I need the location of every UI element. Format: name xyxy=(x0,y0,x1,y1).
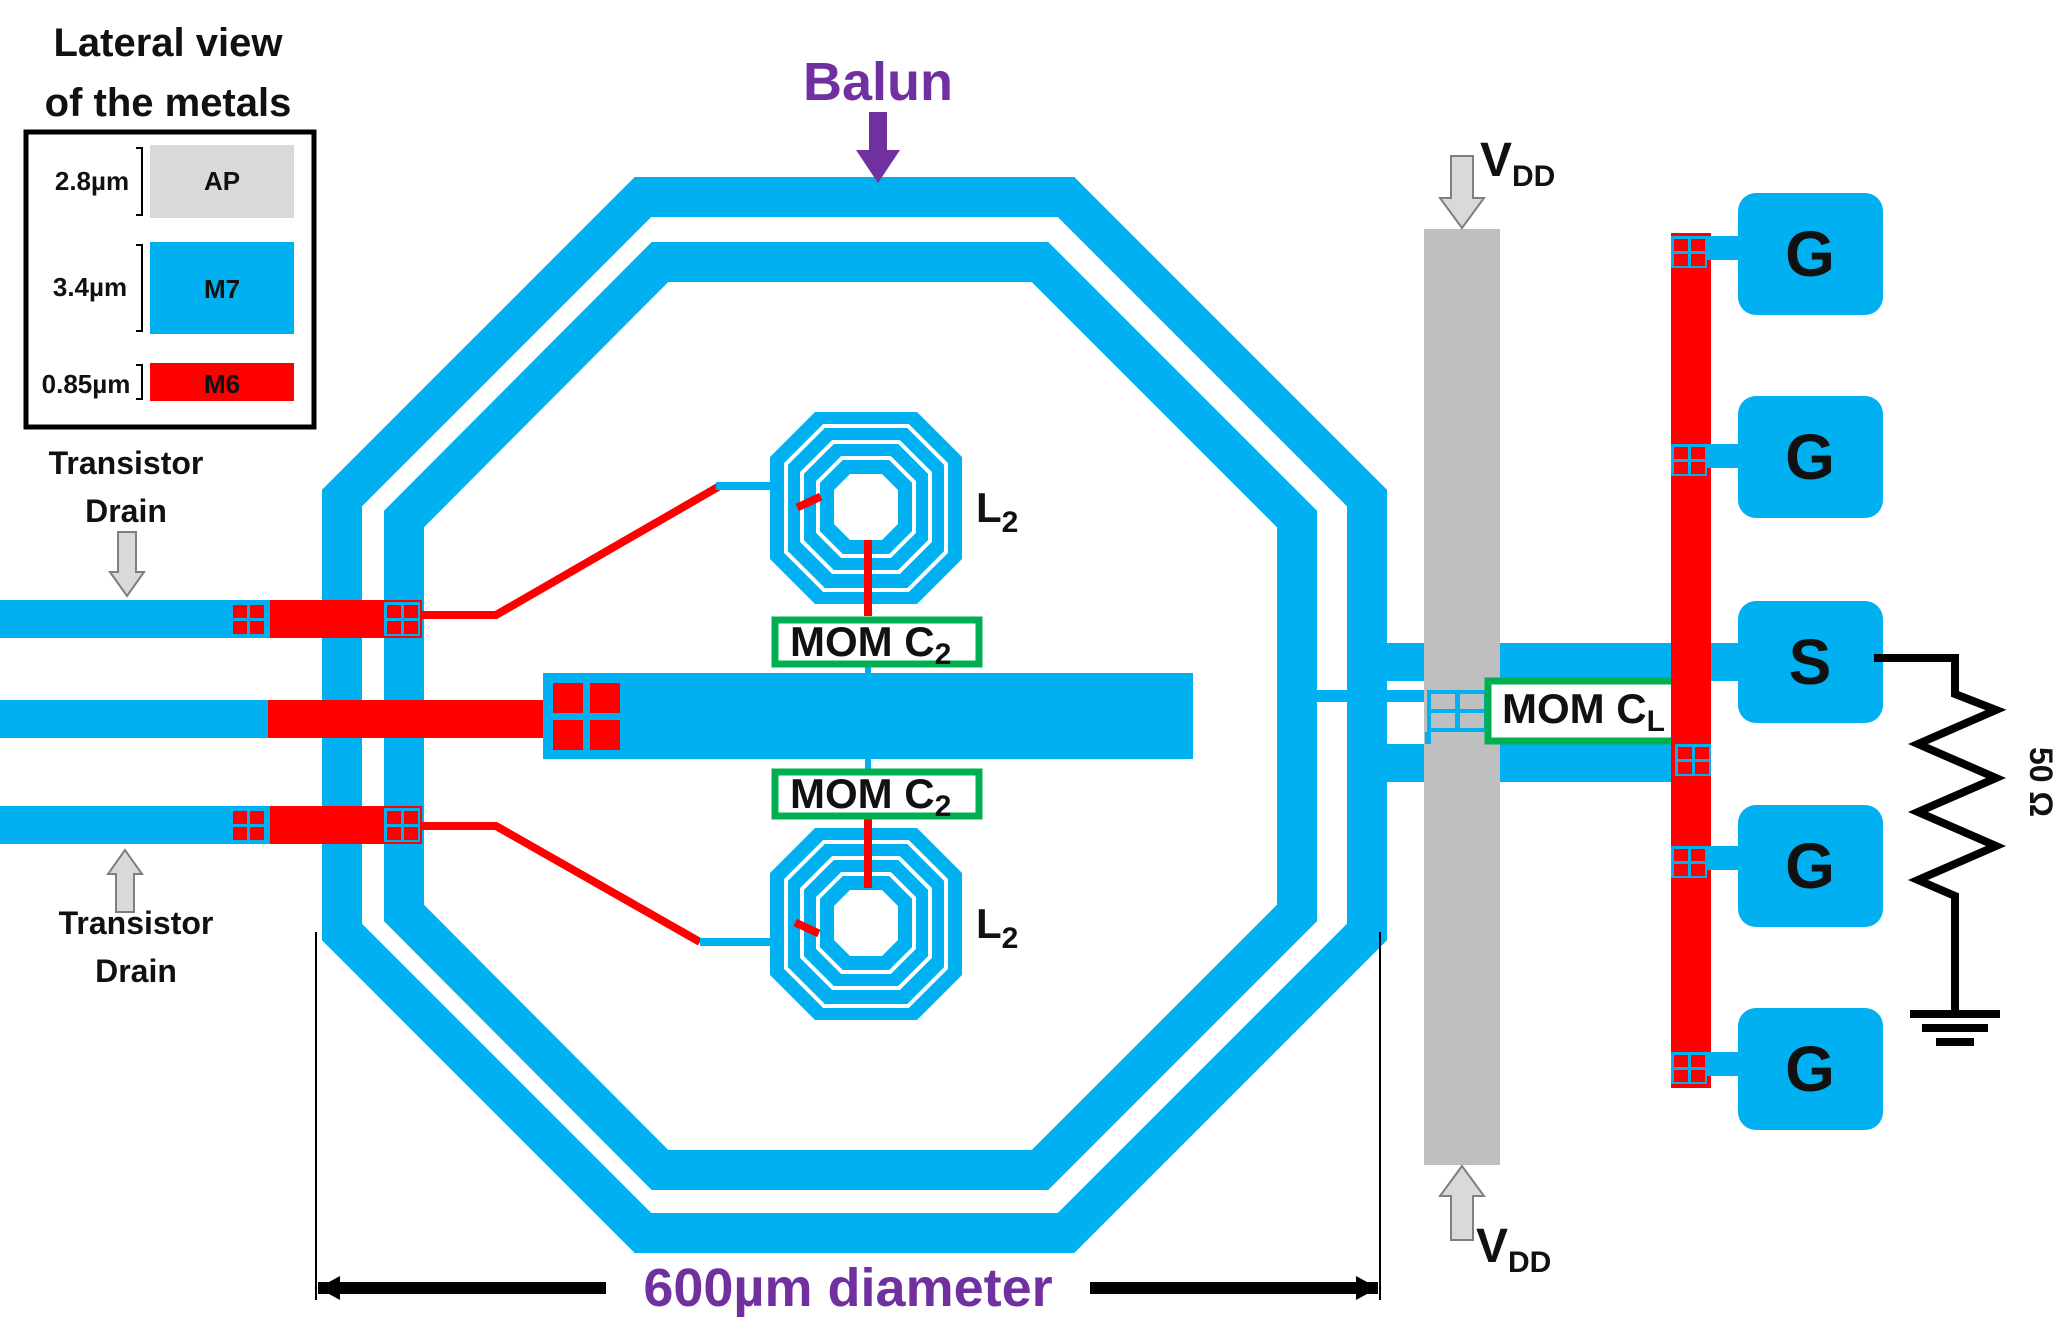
legend-title-line1: Lateral view xyxy=(53,21,283,65)
trace-bottom xyxy=(420,822,702,946)
inductor-bottom xyxy=(770,812,962,1020)
transistor-top-line1: Transistor xyxy=(49,445,204,481)
ground-rail-m6 xyxy=(1671,233,1711,1088)
trace-top xyxy=(420,483,720,619)
transistor-bottom-line1: Transistor xyxy=(59,905,214,941)
legend-title-line2: of the metals xyxy=(45,81,292,125)
inductor-top xyxy=(770,412,962,616)
via-bottom-inner xyxy=(384,808,420,842)
via-bottom-left xyxy=(230,808,266,842)
diameter-dimension: 600µm diameter xyxy=(315,932,1381,1318)
legend-m6-swatch xyxy=(150,363,294,401)
drain-line-bottom xyxy=(0,806,272,844)
pad-g2-label: G xyxy=(1785,421,1835,493)
transistor-bottom-line2: Drain xyxy=(95,953,177,989)
drain-line-top xyxy=(0,600,272,638)
inductor-top-label: L2 xyxy=(976,484,1018,539)
legend-ap-thickness: 2.8µm xyxy=(55,166,129,196)
inductor-bottom-label: L2 xyxy=(976,900,1018,955)
pad-g3-label: G xyxy=(1785,830,1835,902)
down-arrow-icon xyxy=(1438,155,1486,230)
pad-g1: G xyxy=(1738,193,1883,315)
vdd-bottom: VDD xyxy=(1438,1164,1551,1279)
balun-arrow xyxy=(856,112,900,183)
up-arrow-icon xyxy=(1438,1164,1486,1241)
cap-c2-bottom: MOM C2 xyxy=(771,768,983,823)
pad-g4-label: G xyxy=(1785,1033,1835,1105)
balun-inner-ring xyxy=(384,242,1317,1190)
up-arrow-icon xyxy=(106,848,144,913)
legend-m7-thickness: 3.4µm xyxy=(53,272,127,302)
legend-ap-swatch xyxy=(150,145,294,218)
via-top-left xyxy=(230,602,266,636)
pad-g4: G xyxy=(1738,1008,1883,1130)
center-via xyxy=(553,683,620,750)
pad-s: S xyxy=(1738,601,1883,723)
load-resistor: 50 Ω xyxy=(1874,654,2053,1046)
cap-cl: MOM CL xyxy=(1484,677,1688,745)
legend-ap-name: AP xyxy=(204,166,240,196)
transistor-drain-top: Transistor Drain xyxy=(49,445,204,598)
pad-s-label: S xyxy=(1789,626,1832,698)
ground-rail-vias xyxy=(1671,236,1711,1084)
legend-m6-name: M6 xyxy=(204,369,240,399)
cap-cl-label: MOM CL xyxy=(1502,685,1665,738)
cap-c2-top-label: MOM C2 xyxy=(790,618,951,671)
down-arrow-icon xyxy=(108,531,146,598)
balun-center-tap xyxy=(1314,690,1429,702)
cap-c2-bottom-label: MOM C2 xyxy=(790,770,951,823)
pad-g3: G xyxy=(1738,805,1883,927)
legend-m7-name: M7 xyxy=(204,274,240,304)
ap-via xyxy=(1427,690,1489,732)
vdd-bottom-label: VDD xyxy=(1476,1220,1551,1279)
vias xyxy=(230,602,420,842)
diameter-label: 600µm diameter xyxy=(643,1258,1052,1318)
balun-label: Balun xyxy=(803,52,953,112)
balun-outer-ring xyxy=(322,177,1387,1253)
transistor-drain-bottom: Transistor Drain xyxy=(59,848,214,989)
balun xyxy=(322,177,1387,1253)
resistor-symbol xyxy=(1874,654,2007,1014)
resistor-label: 50 Ω xyxy=(2023,747,2053,817)
vdd-top: VDD xyxy=(1438,134,1555,230)
center-line-left xyxy=(0,700,272,738)
left-feed-lines xyxy=(0,600,546,844)
legend-ap-bracket xyxy=(136,147,143,216)
probe-pads: G G S G G xyxy=(1738,193,1883,1130)
metal-legend: Lateral view of the metals AP 2.8µm M7 3… xyxy=(23,21,317,430)
vdd-top-label: VDD xyxy=(1480,134,1555,193)
center-bar xyxy=(543,673,1193,759)
pad-g2: G xyxy=(1738,396,1883,518)
legend-m6-thickness: 0.85µm xyxy=(42,369,131,399)
transistor-top-line2: Drain xyxy=(85,493,167,529)
via-top-inner xyxy=(384,602,420,636)
cap-c2-top: MOM C2 xyxy=(771,616,983,671)
legend-m7-swatch xyxy=(150,242,294,334)
m6-traces xyxy=(420,482,776,946)
center-line-m6 xyxy=(268,700,546,738)
output-line-bottom xyxy=(1347,744,1677,782)
pad-g1-label: G xyxy=(1785,218,1835,290)
legend-m6-bracket xyxy=(136,364,143,400)
ground-icon xyxy=(1910,1010,2000,1046)
legend-m7-bracket xyxy=(136,244,143,332)
